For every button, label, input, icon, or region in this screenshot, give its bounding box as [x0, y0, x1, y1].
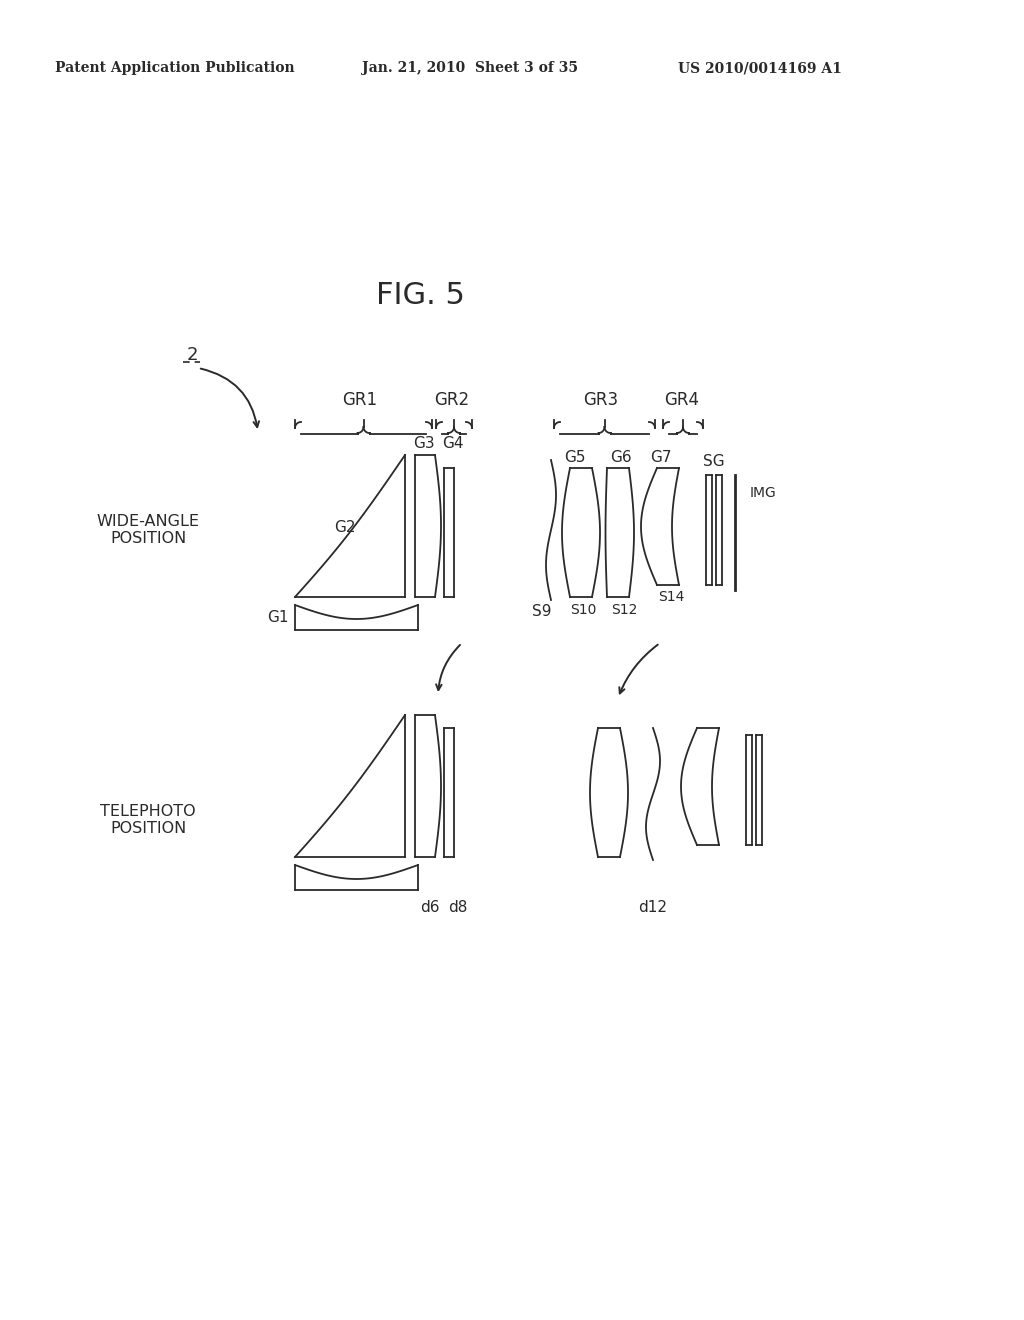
Text: S9: S9 [532, 605, 552, 619]
Text: d6: d6 [420, 900, 439, 916]
Text: G3: G3 [414, 436, 435, 450]
Text: FIG. 5: FIG. 5 [376, 281, 465, 309]
Text: GR4: GR4 [665, 391, 699, 409]
Text: S14: S14 [657, 590, 684, 605]
Text: GR2: GR2 [434, 391, 470, 409]
Text: SG: SG [703, 454, 725, 470]
Text: IMG: IMG [750, 486, 777, 500]
Text: d12: d12 [639, 900, 668, 916]
Text: GR1: GR1 [342, 391, 378, 409]
Text: S10: S10 [569, 603, 596, 616]
Text: Jan. 21, 2010  Sheet 3 of 35: Jan. 21, 2010 Sheet 3 of 35 [362, 61, 578, 75]
Text: G4: G4 [442, 436, 464, 450]
Text: G1: G1 [267, 610, 289, 624]
Text: d8: d8 [449, 900, 468, 916]
Text: WIDE-ANGLE
POSITION: WIDE-ANGLE POSITION [96, 513, 200, 546]
Text: Patent Application Publication: Patent Application Publication [55, 61, 295, 75]
Text: G2: G2 [334, 520, 355, 535]
Text: G7: G7 [650, 450, 672, 465]
Text: G5: G5 [564, 450, 586, 465]
Text: G6: G6 [610, 450, 632, 465]
Text: S12: S12 [610, 603, 637, 616]
Text: 2: 2 [186, 346, 198, 364]
Text: GR3: GR3 [584, 391, 618, 409]
Text: TELEPHOTO
POSITION: TELEPHOTO POSITION [100, 804, 196, 836]
Text: US 2010/0014169 A1: US 2010/0014169 A1 [678, 61, 842, 75]
